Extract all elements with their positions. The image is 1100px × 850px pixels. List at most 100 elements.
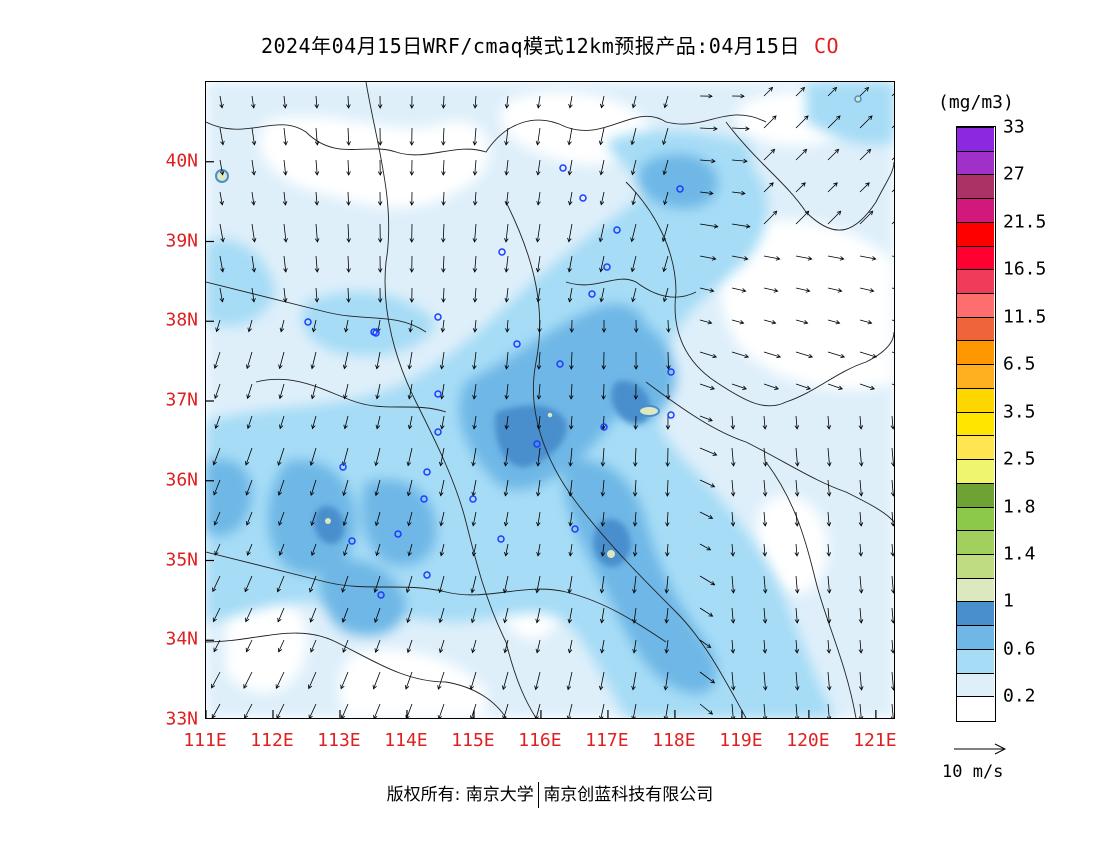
wind-arrowhead: [343, 394, 348, 400]
wind-arrowhead: [795, 686, 800, 691]
wind-arrow: [283, 191, 286, 205]
footer-right: 南京创蓝科技有限公司: [543, 785, 714, 805]
wind-arrowhead: [212, 460, 217, 466]
wind-arrowhead: [663, 103, 668, 109]
wind-arrow: [537, 191, 541, 205]
wind-arrowhead: [600, 492, 606, 497]
wind-arrow: [219, 127, 224, 145]
wind-arrowhead: [762, 716, 768, 718]
wind-arrowhead: [858, 522, 864, 527]
wind-arrow: [212, 575, 221, 592]
wind-arrowhead: [763, 462, 768, 467]
wind-arrow: [310, 479, 317, 496]
wind-arrowhead: [804, 115, 809, 120]
wind-arrow: [891, 639, 894, 653]
wind-arrowhead: [763, 686, 768, 691]
wind-arrow: [278, 479, 285, 496]
longitude-label: 116E: [518, 730, 562, 751]
wind-arrow: [538, 319, 541, 333]
wind-arrow: [631, 255, 637, 272]
colorbar-swatch: [957, 293, 994, 317]
wind-arrowhead: [665, 492, 670, 497]
wind-arrow: [699, 543, 711, 551]
wind-arrow: [219, 191, 223, 205]
longitude-label: 117E: [585, 730, 629, 751]
wind-arrow: [244, 703, 253, 718]
wind-arrowhead: [661, 237, 667, 243]
wind-arrowhead: [826, 492, 832, 497]
wind-arrow: [219, 159, 224, 175]
wind-arrow: [345, 319, 349, 332]
wind-arrowhead: [600, 522, 606, 527]
wind-arrow: [568, 703, 573, 718]
wind-arrowhead: [712, 353, 718, 359]
colorbar-label: 1: [1003, 590, 1014, 612]
wind-arrow: [859, 115, 873, 129]
wind-arrowhead: [314, 201, 320, 206]
wind-arrowhead: [762, 649, 768, 654]
wind-arrowhead: [836, 115, 841, 120]
wind-arrow: [537, 287, 541, 302]
colorbar-label: 2.5: [1003, 448, 1036, 470]
wind-arrowhead: [864, 86, 870, 92]
wind-arrow: [731, 287, 746, 292]
wind-arrow: [408, 511, 413, 526]
wind-arrow: [699, 127, 717, 130]
wind-arrow: [859, 87, 869, 97]
wind-arrowhead: [762, 589, 768, 594]
wind-arrow: [632, 287, 637, 302]
wind-arrowhead: [472, 268, 478, 273]
colorbar-swatch: [957, 625, 994, 649]
wind-arrow: [347, 191, 350, 206]
wind-arrow: [504, 639, 509, 653]
wind-arrow: [859, 447, 862, 466]
wind-arrowhead: [212, 587, 217, 593]
wind-arrow: [505, 159, 509, 175]
longitude-label: 115E: [451, 730, 495, 751]
wind-arrow: [211, 671, 221, 689]
wind-arrow: [214, 511, 221, 526]
wind-arrow: [505, 415, 509, 429]
wind-arrow: [311, 543, 317, 556]
wind-arrowhead: [213, 364, 218, 369]
wind-arrow: [795, 87, 805, 97]
wind-arrow: [219, 287, 223, 302]
wind-arrowhead: [731, 686, 736, 691]
wind-arrow: [315, 255, 318, 272]
wind-arrowhead: [472, 141, 478, 146]
wind-arrow: [245, 447, 253, 466]
wind-arrowhead: [441, 201, 446, 206]
wind-arrow: [891, 93, 894, 97]
footer-left: 版权所有: 南京大学: [386, 785, 534, 805]
wind-arrowhead: [405, 588, 411, 594]
wind-arrowhead: [535, 237, 541, 243]
city-marker: [533, 440, 541, 448]
wind-arrowhead: [869, 288, 875, 293]
wind-arrow: [600, 703, 605, 718]
wind-arrow: [859, 383, 875, 390]
wind-arrow: [506, 95, 509, 108]
wind-arrowhead: [865, 182, 870, 187]
wind-arrow: [699, 287, 714, 292]
wind-arrowhead: [409, 238, 415, 243]
wind-arrowhead: [890, 716, 894, 718]
city-marker: [377, 591, 385, 599]
wind-arrow: [283, 287, 286, 302]
wind-arrowhead: [278, 521, 283, 526]
wind-arrowhead: [711, 158, 716, 164]
wind-arrowhead: [343, 424, 348, 430]
wind-arrowhead: [633, 425, 638, 430]
wind-arrowhead: [826, 649, 832, 654]
wind-arrow: [795, 383, 811, 390]
wind-arrow: [474, 159, 477, 175]
wind-arrow: [699, 447, 717, 456]
wind-arrow: [214, 383, 221, 399]
wind-arrow: [473, 351, 477, 369]
wind-arrow: [827, 479, 830, 496]
wind-arrowhead: [406, 618, 411, 624]
longitude-label: 114E: [384, 730, 428, 751]
wind-arrowhead: [662, 297, 668, 303]
wind-arrow: [315, 159, 318, 175]
wind-arrowhead: [438, 648, 444, 654]
wind-arrowhead: [890, 649, 894, 654]
